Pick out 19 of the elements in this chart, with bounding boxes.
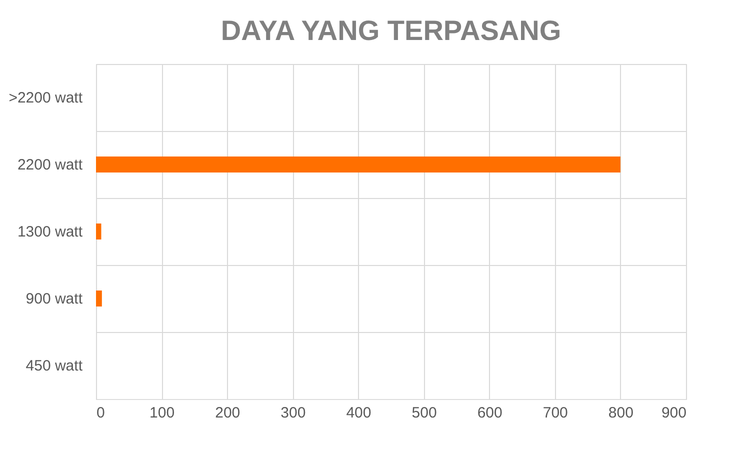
x-tick-label: 100 bbox=[150, 404, 175, 422]
y-tick-label: 1300 watt bbox=[17, 224, 84, 240]
x-tick-label: 300 bbox=[280, 404, 306, 422]
x-tick-label: 0 bbox=[96, 404, 105, 422]
y-tick-label: 450 watt bbox=[26, 358, 84, 374]
bar bbox=[96, 156, 620, 172]
bar bbox=[96, 224, 102, 240]
x-tick-label: 200 bbox=[215, 404, 240, 422]
y-tick-label: 2200 watt bbox=[17, 156, 84, 174]
bar bbox=[96, 290, 102, 306]
x-tick-label: 700 bbox=[542, 404, 568, 422]
x-tick-label: 600 bbox=[477, 404, 502, 422]
y-tick-label: 900 watt bbox=[26, 290, 84, 308]
chart-title: DAYA YANG TERPASANG bbox=[220, 15, 562, 46]
x-tick-label: 500 bbox=[412, 404, 437, 422]
x-tick-label: 400 bbox=[346, 404, 372, 422]
y-tick-label: >2200 watt bbox=[8, 90, 84, 106]
x-tick-label: 900 bbox=[661, 404, 686, 422]
x-tick-label: 800 bbox=[608, 404, 634, 422]
